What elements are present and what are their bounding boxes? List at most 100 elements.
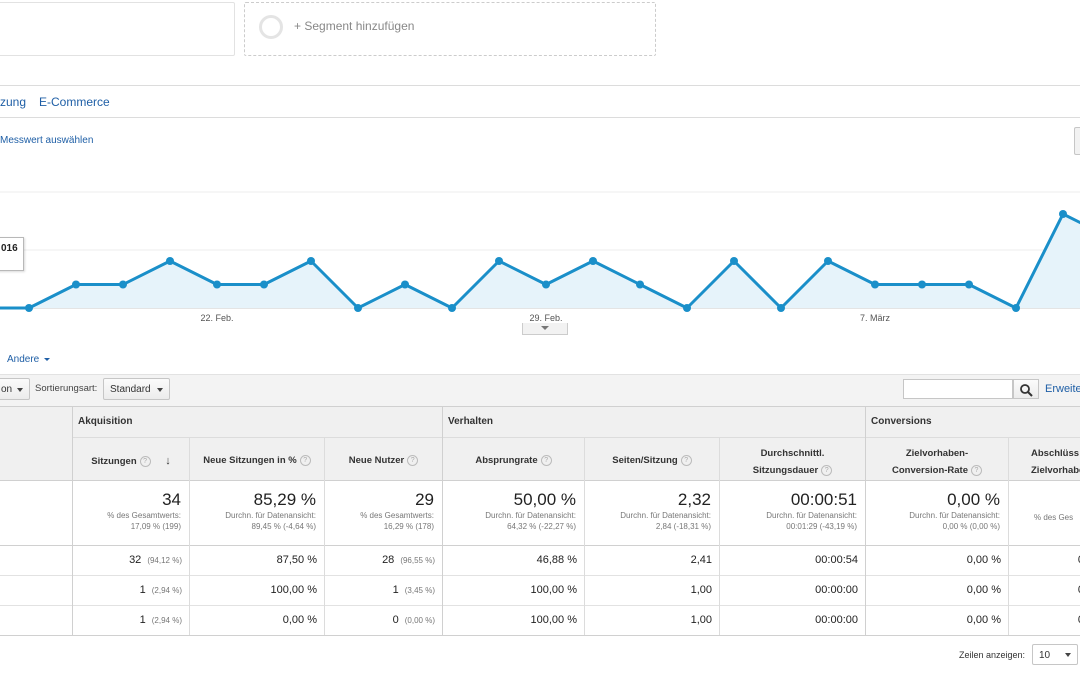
cell-neue-sitzungen: 87,50 % (277, 554, 317, 566)
help-icon[interactable]: ? (821, 464, 833, 476)
cell-value: 0 (1078, 554, 1080, 566)
rows-per-page-value: 10 (1039, 650, 1051, 661)
cell-dauer: 00:00:00 (815, 584, 858, 596)
data-point[interactable] (166, 257, 174, 265)
data-point[interactable] (918, 280, 926, 289)
total-value: 2,32 (677, 490, 711, 509)
data-point[interactable] (542, 280, 550, 289)
data-point[interactable] (965, 280, 973, 289)
select-metric-link[interactable]: Messwert auswählen (0, 135, 94, 146)
cell-percent: (96,55 %) (400, 556, 435, 565)
erweitert-link[interactable]: Erweite (1045, 383, 1080, 395)
total-sub: % des Gesamtwerts: (360, 511, 434, 520)
sort-label: Sortierungsart: (35, 383, 98, 394)
divider (72, 437, 1080, 438)
total-sub: Durchn. für Datenansicht: (485, 511, 576, 520)
help-icon[interactable]: ? (971, 464, 982, 476)
data-point[interactable] (495, 257, 503, 265)
rows-per-page-select[interactable]: 10 (1032, 644, 1078, 665)
add-segment-box[interactable] (244, 2, 656, 56)
col-neue-nutzer[interactable]: Neue Nutzer? (325, 455, 442, 466)
col-dauer-label-2: Sitzungsdauer (752, 465, 819, 476)
sort-select[interactable]: Standard (103, 378, 170, 400)
dimension-select-value: on (1, 384, 13, 395)
cell-absprungrate: 46,88 % (537, 554, 577, 566)
cell-value: 00:00:54 (815, 554, 858, 566)
data-point[interactable] (777, 304, 785, 312)
col-neue-nutzer-label: Neue Nutzer (348, 455, 405, 467)
tab-ecommerce[interactable]: E-Commerce (39, 95, 110, 109)
col-seiten-label: Seiten/Sitzung (612, 455, 678, 467)
cell-value: 87,50 % (276, 554, 317, 566)
data-point[interactable] (1012, 304, 1020, 312)
col-seiten-sitzung[interactable]: Seiten/Sitzung? (585, 455, 719, 466)
divider (1008, 437, 1009, 635)
col-dauer[interactable]: Durchschnittl. Sitzungsdauer? (720, 445, 865, 479)
data-point[interactable] (824, 257, 832, 265)
help-icon[interactable]: ? (299, 455, 311, 466)
total-absprungrate: 50,00 % Durchn. für Datenansicht: 64,32 … (443, 490, 576, 532)
total-value: 34 (162, 490, 181, 509)
cell-value: 00:00:00 (815, 614, 858, 626)
data-point[interactable] (260, 280, 268, 289)
data-point[interactable] (448, 304, 456, 312)
data-point[interactable] (589, 257, 597, 265)
col-abschluesse[interactable]: Abschlüss Zielvorhabe (1010, 445, 1080, 479)
col-absprungrate[interactable]: Absprungrate? (443, 455, 584, 466)
col-conversion-rate[interactable]: Zielvorhaben- Conversion-Rate? (866, 445, 1008, 479)
tab-nutzung[interactable]: zung (0, 95, 27, 109)
dimension-select[interactable]: on (0, 378, 30, 400)
cell-percent: (2,94 %) (151, 616, 182, 625)
data-point[interactable] (401, 280, 409, 289)
data-point[interactable] (119, 280, 127, 289)
segment-box[interactable] (0, 2, 235, 56)
cell-neue-nutzer: 1 (3,45 %) (393, 584, 435, 596)
cell-dauer: 00:00:00 (815, 614, 858, 626)
total-value: 29 (415, 490, 434, 509)
data-point[interactable] (636, 280, 644, 289)
chart-collapse-handle[interactable] (522, 323, 568, 335)
search-input[interactable] (903, 379, 1013, 399)
divider (72, 406, 73, 635)
data-point[interactable] (871, 280, 879, 289)
data-point[interactable] (72, 280, 80, 289)
help-icon[interactable]: ? (680, 455, 692, 466)
total-neue-nutzer: 29 % des Gesamtwerts: 16,29 % (178) (325, 490, 434, 532)
total-conversion-rate: 0,00 % Durchn. für Datenansicht: 0,00 % … (866, 490, 1000, 532)
data-point[interactable] (730, 257, 738, 265)
data-point[interactable] (213, 280, 221, 289)
data-point[interactable] (1059, 210, 1067, 218)
cell-value: 32 (129, 554, 142, 566)
divider (0, 545, 1080, 546)
data-point[interactable] (307, 257, 315, 265)
cell-value: 100,00 % (530, 584, 577, 596)
divider (865, 406, 866, 635)
data-point[interactable] (354, 304, 362, 312)
data-point[interactable] (683, 304, 691, 312)
table-row[interactable]: 1 (2,94 %) 0,00 % 0 (0,00 %) 100,00 % 1,00 00:0… (0, 606, 1080, 635)
help-icon[interactable]: ? (139, 455, 151, 467)
andere-link[interactable]: Andere (7, 354, 51, 365)
chevron-down-icon (157, 388, 163, 392)
cell-neue-nutzer: 0 (0,00 %) (393, 614, 435, 626)
cell-value: 46,88 % (536, 554, 577, 566)
table-row[interactable]: 32 (94,12 %) 87,50 % 28 (96,55 %) 46,88 % 2,41… (0, 546, 1080, 575)
add-segment-label[interactable]: + Segment hinzufügen (294, 19, 415, 33)
col-neue-sitzungen[interactable]: Neue Sitzungen in %? (190, 455, 324, 466)
col-sitzungen[interactable]: Sitzungen? ↓ (73, 455, 189, 467)
cell-percent: (2,94 %) (151, 586, 182, 595)
total-value: 85,29 % (253, 490, 316, 509)
help-icon[interactable]: ? (407, 455, 419, 466)
divider (0, 605, 1080, 606)
chevron-down-icon (17, 388, 23, 392)
chevron-down-icon (1065, 653, 1071, 657)
total-value: 0,00 % (947, 490, 1000, 509)
chart-tooltip: 016 (0, 237, 24, 271)
table-row[interactable]: 1 (2,94 %) 100,00 % 1 (3,45 %) 100,00 % 1,00 00… (0, 576, 1080, 605)
data-point[interactable] (25, 304, 33, 312)
help-icon[interactable]: ? (540, 455, 552, 466)
chevron-down-icon (44, 357, 51, 361)
cell-neue-sitzungen: 100,00 % (271, 584, 317, 596)
chart-type-button[interactable] (1074, 127, 1080, 155)
search-button[interactable] (1013, 379, 1039, 399)
